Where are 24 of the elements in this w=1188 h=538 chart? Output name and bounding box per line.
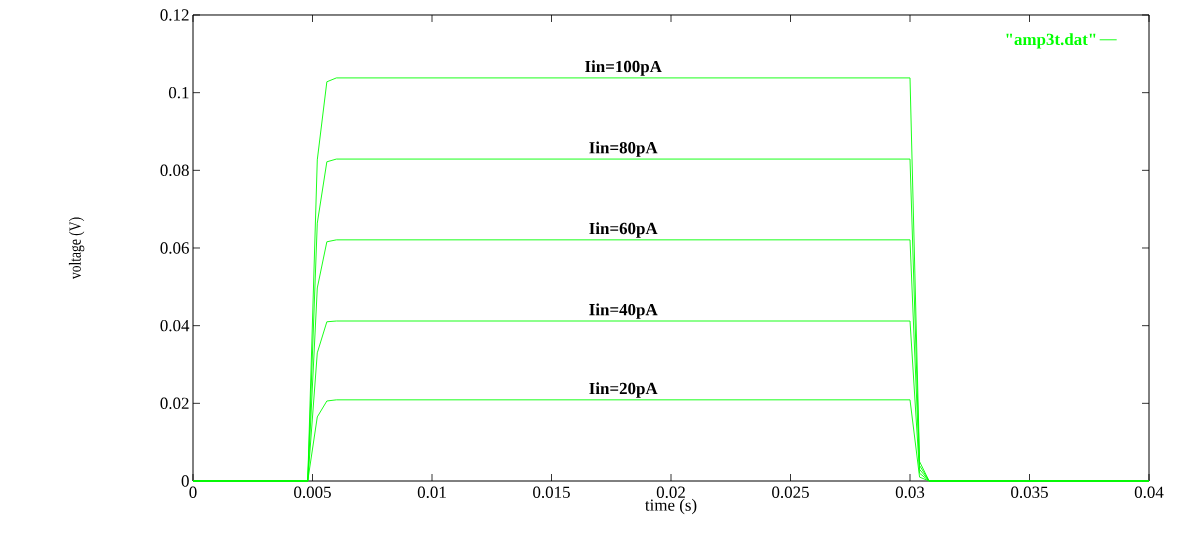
x-tick-label: 0.02 (656, 486, 685, 499)
y-tick-label: 0 (181, 475, 189, 487)
x-tick-label: 0.03 (895, 486, 925, 499)
x-tick-label: 0.025 (772, 486, 809, 499)
y-tick-label: 0.06 (160, 242, 189, 254)
x-axis-title: time (s) (645, 498, 697, 515)
x-tick-label: 0.04 (1134, 486, 1164, 499)
annotation: Iin=60pA (589, 222, 658, 238)
y-tick-label: 0.08 (160, 164, 189, 177)
y-axis-title: voltage (V) (68, 217, 85, 280)
legend-label: "amp3t.dat" (1006, 33, 1096, 49)
x-tick-label: 0 (189, 486, 197, 498)
annotation: Iin=20pA (589, 382, 658, 398)
annotation: Iin=100pA (585, 60, 662, 76)
x-tick-label: 0.015 (533, 486, 570, 499)
x-tick-label: 0.01 (417, 486, 446, 499)
annotation: Iin=80pA (589, 141, 658, 157)
x-tick-label: 0.005 (294, 486, 331, 499)
annotation: Iin=40pA (589, 303, 658, 319)
y-tick-label: 0.04 (160, 319, 190, 332)
y-tick-label: 0.1 (168, 86, 189, 99)
y-tick-label: 0.12 (160, 9, 189, 21)
x-tick-label: 0.035 (1011, 486, 1048, 499)
y-tick-label: 0.02 (160, 397, 189, 410)
